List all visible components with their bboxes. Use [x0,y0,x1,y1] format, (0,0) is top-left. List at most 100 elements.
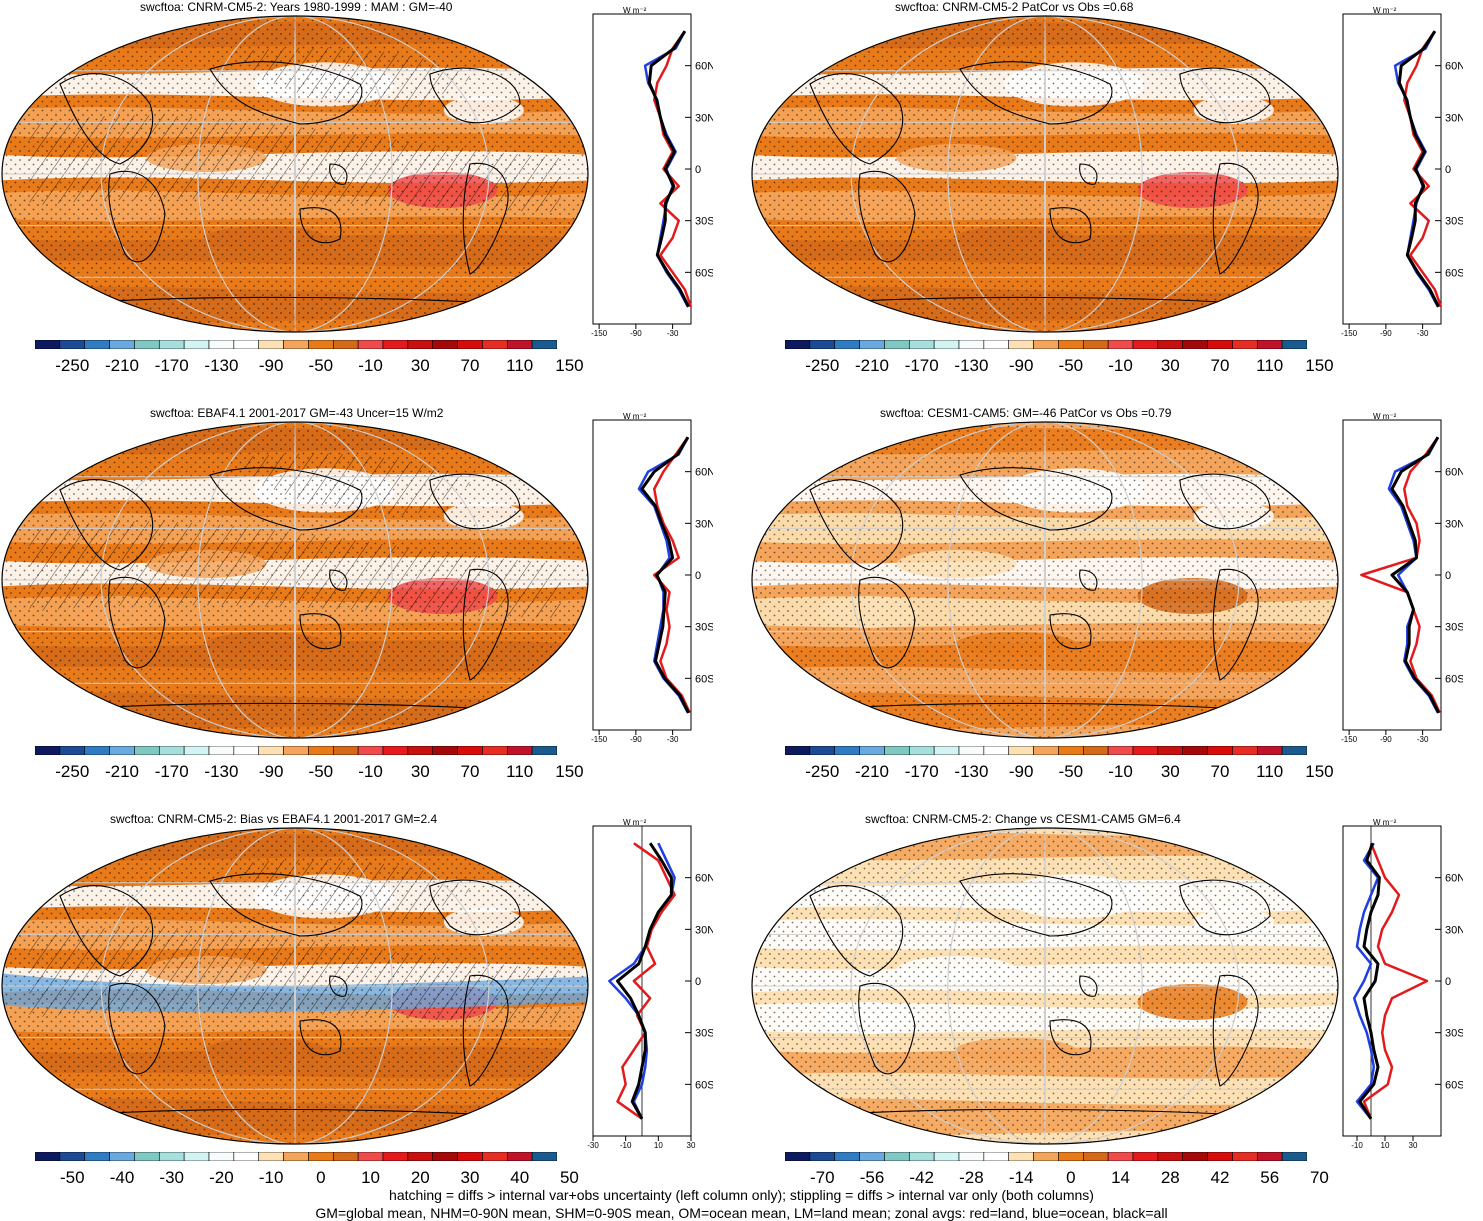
colorbar-swatch [834,1152,860,1161]
colorbar-swatch [208,340,235,349]
panel-title: swcftoa: CNRM-CM5-2: Bias vs EBAF4.1 200… [110,812,438,826]
lat-tick-label: 30N [1445,112,1463,124]
lat-tick-label: 60N [1445,61,1463,73]
colorbar-swatch [258,340,284,349]
colorbar-label: -90 [1008,762,1034,781]
zonal-mean-plot: W m⁻² 60N 30N 0 30S 60S -10 10 30 [1342,818,1463,1148]
colorbar-label: -28 [959,1168,984,1187]
panel-ebaf-obs: swcftoa: EBAF4.1 2001-2017 GM=-43 Uncer=… [0,406,720,796]
colorbar-swatch [308,1152,334,1161]
colorbar-swatch [283,340,309,349]
colorbar-swatch [482,1152,508,1161]
zonal-mean-plot: W m⁻² 60N 30N 0 30S 60S -150 -90 -30 [591,412,713,742]
colorbar [785,340,1307,349]
colorbar-label: 50 [559,1168,579,1187]
colorbar-swatch [308,746,334,755]
colorbar-swatch [457,1152,483,1161]
zonal-line-all [647,30,690,308]
colorbar-swatch [1033,746,1059,755]
colorbar-swatch [1107,340,1134,349]
panel-cnrm-patcor: swcftoa: CNRM-CM5-2 PatCor vs Obs =0.68 … [750,0,1470,390]
panel-cnrm-climatology: swcftoa: CNRM-CM5-2: Years 1980-1999 : M… [0,0,720,390]
zonal-mean-plot: W m⁻² 60N 30N 0 30S 60S -150 -90 -30 [1341,6,1463,336]
colorbar-label: 150 [555,762,584,781]
colorbar-label: -50 [308,356,334,375]
x-tick-label: -150 [591,329,608,336]
x-tick-label: -30 [667,329,679,336]
colorbar-label: -170 [904,356,939,375]
x-tick-label: -10 [620,1141,632,1148]
colorbar-label: -170 [904,762,939,781]
zonal-line-ocean [1352,842,1380,1120]
x-tick-label: -90 [630,329,642,336]
lat-tick-label: 0 [1445,976,1451,988]
zonal-line-land [653,436,691,714]
zonal-unit-label: W m⁻² [623,6,647,15]
colorbar-swatch [258,746,284,755]
lat-tick-label: 30N [1445,924,1463,936]
lat-tick-label: 0 [1445,570,1451,582]
colorbar-label: 110 [1256,762,1284,781]
colorbar-label: -170 [154,356,189,375]
colorbar-swatch [158,746,185,755]
colorbar-swatch [506,746,533,755]
lat-tick-label: 0 [695,164,701,176]
colorbar-swatch [1256,1152,1283,1161]
colorbar-swatch [884,1152,910,1161]
colorbar-swatch [1157,340,1184,349]
colorbar-swatch [785,1152,811,1161]
colorbar-swatch [1182,746,1208,755]
colorbar-label: 70 [1210,762,1230,781]
x-tick-label: -10 [1351,1141,1363,1148]
colorbar-swatch [958,1152,985,1161]
colorbar [35,1152,557,1161]
colorbar-swatch [1132,1152,1159,1161]
colorbar-swatch [84,340,110,349]
zonal-unit-label: W m⁻² [623,818,647,827]
colorbar-label: -210 [854,356,890,375]
world-map [751,421,1339,739]
colorbar-swatch [531,1152,557,1161]
colorbar-swatch [884,746,910,755]
colorbar-label: 70 [1210,356,1230,375]
colorbar-swatch [183,746,210,755]
x-tick-label: -90 [630,735,642,742]
colorbar-label: 30 [410,762,430,781]
zonal-unit-label: W m⁻² [1373,6,1397,15]
colorbar-swatch [357,746,384,755]
colorbar-label: -10 [1108,762,1133,781]
colorbar-label: 110 [506,356,534,375]
colorbar-label: -250 [55,356,90,375]
colorbar-label: 30 [410,356,430,375]
colorbar-swatch [1132,746,1159,755]
zonal-unit-label: W m⁻² [623,412,647,421]
colorbar-swatch [35,340,61,349]
colorbar-swatch [1182,340,1208,349]
colorbar-swatch [283,746,309,755]
colorbar-label: -130 [204,762,239,781]
colorbar-swatch [109,1152,135,1161]
zonal-unit-label: W m⁻² [1373,412,1397,421]
colorbar-label: -250 [55,762,90,781]
colorbar-swatch [432,1152,458,1161]
colorbar-label: -170 [154,762,189,781]
colorbar-label: -10 [358,762,383,781]
zonal-mean-plot: W m⁻² 60N 30N 0 30S 60S -30 -10 10 30 [587,818,713,1148]
lat-tick-label: 60S [695,673,713,685]
zonal-line-land [616,842,676,1120]
colorbar-label: 20 [410,1168,430,1187]
colorbar-label: -50 [1058,356,1084,375]
colorbar-label: -130 [954,356,989,375]
x-tick-label: -30 [667,735,679,742]
colorbar-swatch [457,340,483,349]
lat-tick-label: 30N [695,924,713,936]
colorbar-label: 30 [1160,762,1180,781]
colorbar-label: -42 [909,1168,934,1187]
lat-tick-label: 0 [695,570,701,582]
colorbar-label: 70 [460,762,480,781]
world-map [751,827,1339,1145]
lat-tick-label: 60N [695,467,713,479]
zonal-line-land [1362,842,1429,1120]
colorbar-swatch [1082,746,1109,755]
x-tick-label: 10 [654,1141,663,1148]
